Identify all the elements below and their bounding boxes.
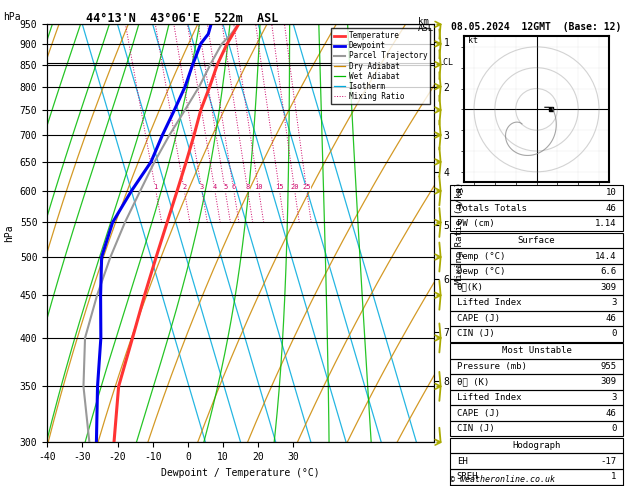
Text: LCL: LCL: [438, 58, 453, 67]
Text: Most Unstable: Most Unstable: [501, 347, 572, 355]
Text: hPa: hPa: [3, 12, 21, 22]
Text: 20: 20: [291, 184, 299, 191]
Text: 08.05.2024  12GMT  (Base: 12): 08.05.2024 12GMT (Base: 12): [452, 22, 621, 32]
Text: ASL: ASL: [418, 24, 435, 34]
Text: 46: 46: [606, 409, 616, 417]
Text: 3: 3: [611, 298, 616, 307]
Text: 1.14: 1.14: [595, 219, 616, 228]
Text: 0: 0: [611, 330, 616, 338]
Text: 1: 1: [153, 184, 158, 191]
Text: 25: 25: [303, 184, 311, 191]
Text: 1: 1: [611, 472, 616, 481]
Legend: Temperature, Dewpoint, Parcel Trajectory, Dry Adiabat, Wet Adiabat, Isotherm, Mi: Temperature, Dewpoint, Parcel Trajectory…: [331, 28, 430, 104]
Y-axis label: Mixing Ratio (g/kg): Mixing Ratio (g/kg): [455, 182, 464, 284]
X-axis label: Dewpoint / Temperature (°C): Dewpoint / Temperature (°C): [161, 468, 320, 478]
Text: 44°13'N  43°06'E  522m  ASL: 44°13'N 43°06'E 522m ASL: [86, 12, 279, 25]
Text: EH: EH: [457, 457, 467, 466]
Text: θᴄ(K): θᴄ(K): [457, 283, 484, 292]
Text: SREH: SREH: [457, 472, 478, 481]
Text: © weatheronline.co.uk: © weatheronline.co.uk: [450, 474, 555, 484]
Text: kt: kt: [468, 35, 478, 45]
Text: Pressure (mb): Pressure (mb): [457, 362, 526, 371]
Text: CIN (J): CIN (J): [457, 424, 494, 433]
Text: PW (cm): PW (cm): [457, 219, 494, 228]
Text: Dewp (°C): Dewp (°C): [457, 267, 505, 276]
Text: km: km: [418, 17, 429, 26]
Text: Lifted Index: Lifted Index: [457, 298, 521, 307]
Text: 3: 3: [199, 184, 204, 191]
Text: 15: 15: [276, 184, 284, 191]
Text: 6.6: 6.6: [600, 267, 616, 276]
Text: 955: 955: [600, 362, 616, 371]
Text: 46: 46: [606, 314, 616, 323]
Text: 4: 4: [213, 184, 217, 191]
Text: Surface: Surface: [518, 236, 555, 245]
Text: -17: -17: [600, 457, 616, 466]
Text: 46: 46: [606, 204, 616, 212]
Text: CIN (J): CIN (J): [457, 330, 494, 338]
Text: CAPE (J): CAPE (J): [457, 409, 499, 417]
Text: 10: 10: [606, 188, 616, 197]
Text: Hodograph: Hodograph: [513, 441, 560, 450]
Text: Temp (°C): Temp (°C): [457, 252, 505, 260]
Text: CAPE (J): CAPE (J): [457, 314, 499, 323]
Text: 0: 0: [611, 424, 616, 433]
Text: 309: 309: [600, 378, 616, 386]
Text: Lifted Index: Lifted Index: [457, 393, 521, 402]
Text: 6: 6: [231, 184, 236, 191]
Text: Totals Totals: Totals Totals: [457, 204, 526, 212]
Text: K: K: [457, 188, 462, 197]
Text: 309: 309: [600, 283, 616, 292]
Text: 10: 10: [255, 184, 263, 191]
Text: 2: 2: [182, 184, 186, 191]
Text: 3: 3: [611, 393, 616, 402]
Y-axis label: hPa: hPa: [4, 225, 14, 242]
Text: 8: 8: [245, 184, 250, 191]
Text: 14.4: 14.4: [595, 252, 616, 260]
Text: θᴄ (K): θᴄ (K): [457, 378, 489, 386]
Text: 5: 5: [223, 184, 227, 191]
